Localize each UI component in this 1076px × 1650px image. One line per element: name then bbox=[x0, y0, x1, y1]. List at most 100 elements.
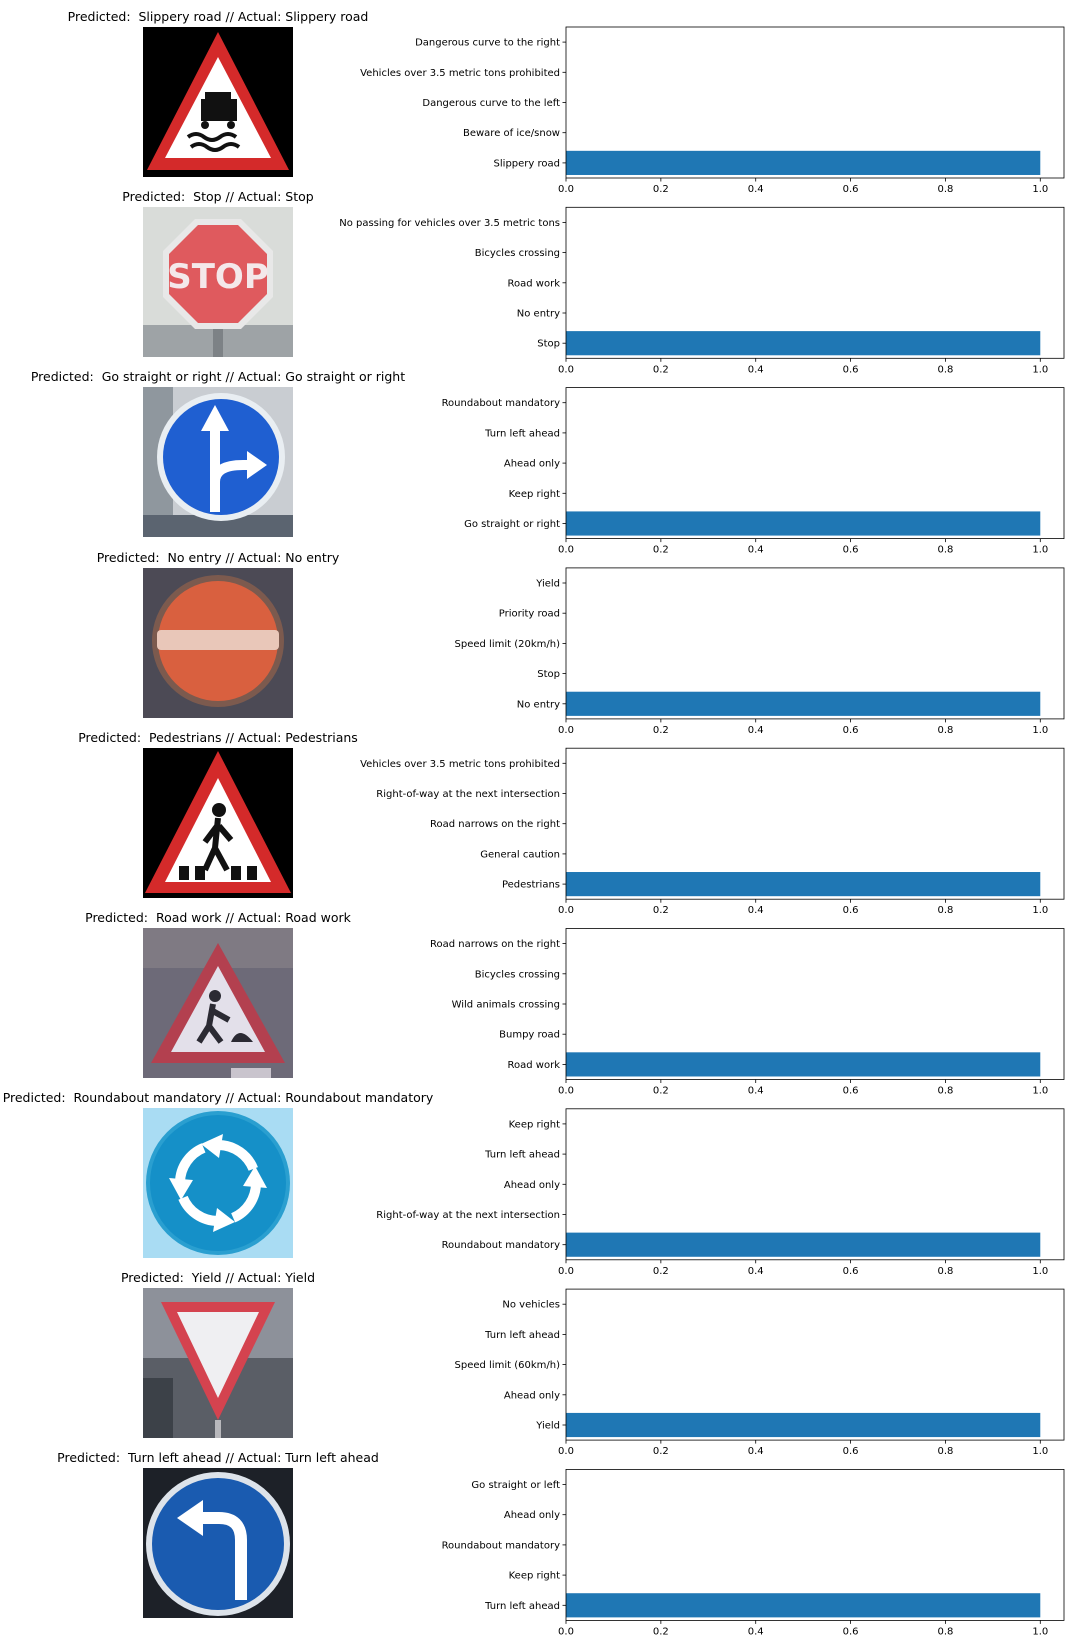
go-straight-or-right-sign-image bbox=[143, 387, 293, 537]
panel-title: Predicted: No entry // Actual: No entry bbox=[96, 550, 340, 565]
x-tick-label: 0.2 bbox=[653, 905, 669, 916]
x-tick-label: 1.0 bbox=[1032, 1626, 1048, 1637]
x-tick-label: 0.0 bbox=[558, 1626, 574, 1637]
pedestrians-sign-image bbox=[143, 748, 293, 898]
y-tick-label: Dangerous curve to the left bbox=[422, 98, 560, 109]
bar-chart-7: Yield Ahead only Speed limit (60km/h) Turn … bbox=[455, 1288, 1065, 1457]
bar-chart-8: Turn left ahead Keep right Roundabout mand… bbox=[442, 1469, 1065, 1637]
bar bbox=[566, 872, 1041, 897]
bar-chart-0: Slippery road Beware of ice/snow Dangerous… bbox=[360, 26, 1065, 195]
roundabout-mandatory-sign-image bbox=[143, 1108, 293, 1258]
panel-title: Predicted: Go straight or right // Actua… bbox=[30, 369, 406, 384]
y-tick-label: No entry bbox=[517, 309, 560, 320]
y-tick-label: No entry bbox=[517, 699, 560, 710]
y-tick-label: Wild animals crossing bbox=[452, 1000, 560, 1011]
x-tick-label: 0.0 bbox=[558, 545, 574, 556]
turn-left-ahead-sign-image bbox=[143, 1468, 293, 1618]
panel-title: Predicted: Roundabout mandatory // Actua… bbox=[2, 1090, 434, 1105]
y-tick-label: Stop bbox=[537, 669, 560, 680]
panel-title: Predicted: Slippery road // Actual: Slip… bbox=[67, 9, 369, 24]
y-tick-label: No vehicles bbox=[502, 1300, 560, 1311]
x-tick-label: 0.2 bbox=[653, 545, 669, 556]
bar-chart-6: Roundabout mandatory Right-of-way at the … bbox=[376, 1108, 1065, 1277]
stop-sign-image: STOP bbox=[143, 207, 293, 357]
y-tick-label: General caution bbox=[480, 849, 560, 860]
x-tick-label: 1.0 bbox=[1032, 905, 1048, 916]
panel-title: Predicted: Pedestrians // Actual: Pedest… bbox=[78, 730, 358, 745]
bar bbox=[566, 1232, 1041, 1257]
y-tick-label: Yield bbox=[535, 1421, 560, 1432]
x-tick-label: 0.2 bbox=[653, 1626, 669, 1637]
x-tick-label: 0.8 bbox=[937, 1086, 953, 1097]
y-tick-label: Road narrows on the right bbox=[430, 939, 560, 950]
bar-chart-5: Road work Bumpy road Wild animals crossing… bbox=[430, 928, 1065, 1097]
y-tick-label: Beware of ice/snow bbox=[463, 128, 560, 139]
y-tick-label: Go straight or right bbox=[464, 519, 560, 530]
bar bbox=[566, 511, 1041, 536]
x-tick-label: 0.6 bbox=[843, 1446, 859, 1457]
slippery-road-sign-image bbox=[143, 27, 293, 177]
x-tick-label: 0.2 bbox=[653, 1086, 669, 1097]
y-tick-label: Keep right bbox=[509, 1571, 560, 1582]
x-tick-label: 0.0 bbox=[558, 364, 574, 375]
svg-text:STOP: STOP bbox=[167, 257, 269, 297]
bar bbox=[566, 331, 1041, 356]
y-tick-label: Turn left ahead bbox=[484, 1150, 560, 1161]
y-tick-label: Pedestrians bbox=[502, 880, 560, 891]
x-tick-label: 1.0 bbox=[1032, 725, 1048, 736]
y-tick-label: No passing for vehicles over 3.5 metric … bbox=[339, 218, 560, 229]
x-tick-label: 0.8 bbox=[937, 725, 953, 736]
x-tick-label: 0.6 bbox=[843, 1626, 859, 1637]
y-tick-label: Turn left ahead bbox=[484, 1330, 560, 1341]
x-tick-label: 0.6 bbox=[843, 725, 859, 736]
y-tick-label: Priority road bbox=[499, 609, 560, 620]
x-tick-label: 0.2 bbox=[653, 184, 669, 195]
x-tick-label: 0.6 bbox=[843, 545, 859, 556]
x-tick-label: 0.0 bbox=[558, 905, 574, 916]
x-tick-label: 0.4 bbox=[748, 184, 764, 195]
x-tick-label: 0.2 bbox=[653, 364, 669, 375]
y-tick-label: Roundabout mandatory bbox=[442, 1540, 561, 1551]
bar-chart-2: Go straight or right Keep right Ahead only… bbox=[442, 387, 1065, 556]
x-tick-label: 0.2 bbox=[653, 1266, 669, 1277]
y-tick-label: Turn left ahead bbox=[484, 428, 560, 439]
y-tick-label: Ahead only bbox=[504, 1390, 560, 1401]
y-tick-label: Slippery road bbox=[494, 158, 560, 169]
x-tick-label: 0.8 bbox=[937, 184, 953, 195]
x-tick-label: 0.8 bbox=[937, 905, 953, 916]
y-tick-label: Keep right bbox=[509, 1119, 560, 1130]
y-tick-label: Vehicles over 3.5 metric tons prohibited bbox=[360, 759, 560, 770]
x-tick-label: 0.0 bbox=[558, 1086, 574, 1097]
yield-sign-image bbox=[143, 1288, 293, 1438]
panel-title: Predicted: Turn left ahead // Actual: Tu… bbox=[57, 1450, 379, 1465]
road-work-sign-image bbox=[143, 928, 293, 1078]
bar-chart-1: Stop No entry Road work Bicycles crossing No… bbox=[339, 206, 1065, 375]
y-tick-label: Stop bbox=[537, 339, 560, 350]
y-tick-label: Ahead only bbox=[504, 459, 560, 470]
no-entry-sign-image bbox=[143, 568, 293, 718]
x-tick-label: 0.8 bbox=[937, 1446, 953, 1457]
y-tick-label: Go straight or left bbox=[471, 1480, 560, 1491]
x-tick-label: 0.4 bbox=[748, 1446, 764, 1457]
y-tick-label: Ahead only bbox=[504, 1510, 560, 1521]
y-tick-label: Turn left ahead bbox=[484, 1601, 560, 1612]
x-tick-label: 0.4 bbox=[748, 905, 764, 916]
panel-title: Predicted: Yield // Actual: Yield bbox=[120, 1270, 316, 1285]
x-tick-label: 0.8 bbox=[937, 545, 953, 556]
x-tick-label: 1.0 bbox=[1032, 1086, 1048, 1097]
bar bbox=[566, 1593, 1041, 1618]
x-tick-label: 1.0 bbox=[1032, 364, 1048, 375]
x-tick-label: 0.4 bbox=[748, 364, 764, 375]
x-tick-label: 0.4 bbox=[748, 1626, 764, 1637]
y-tick-label: Roundabout mandatory bbox=[442, 398, 561, 409]
x-tick-label: 0.2 bbox=[653, 1446, 669, 1457]
x-tick-label: 0.4 bbox=[748, 1086, 764, 1097]
y-tick-label: Roundabout mandatory bbox=[442, 1240, 561, 1251]
x-tick-label: 0.2 bbox=[653, 725, 669, 736]
y-tick-label: Right-of-way at the next intersection bbox=[376, 1210, 560, 1221]
y-tick-label: Speed limit (20km/h) bbox=[455, 639, 561, 650]
x-tick-label: 0.4 bbox=[748, 1266, 764, 1277]
x-tick-label: 1.0 bbox=[1032, 545, 1048, 556]
